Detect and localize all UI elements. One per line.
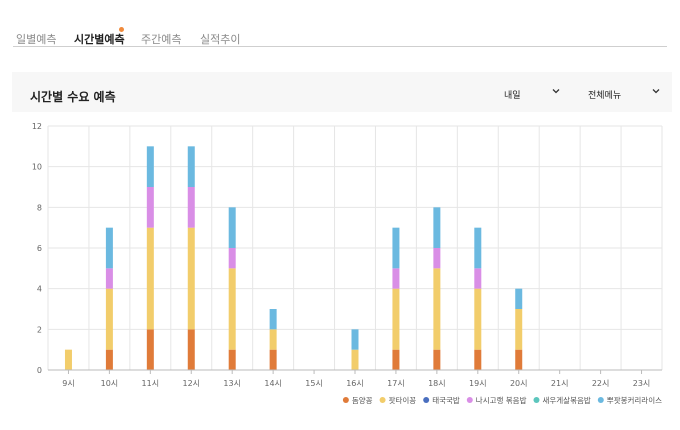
bar-segment (515, 349, 523, 370)
x-tick-label: 14시 (264, 379, 282, 388)
bar-segment (515, 288, 523, 309)
bar-segment (146, 146, 154, 187)
x-tick-label: 15시 (305, 379, 323, 388)
x-tick-label: 18시 (428, 379, 446, 388)
day-select[interactable]: 내일 (500, 84, 566, 104)
y-tick-label: 10 (32, 163, 42, 172)
bar-segment (474, 349, 482, 370)
x-tick-label: 16시 (346, 379, 364, 388)
bar-segment (187, 187, 195, 228)
tab-hourly-forecast[interactable]: 시간별예측 (74, 33, 125, 46)
bar-segment (474, 268, 482, 289)
forecast-card: 시간별 수요 예측 내일 전체메뉴 (12, 72, 672, 422)
bar-segment (228, 248, 236, 269)
x-tick-label: 19시 (469, 379, 487, 388)
tab-performance-trend[interactable]: 실적추이 (200, 33, 241, 46)
y-tick-label: 6 (37, 244, 42, 253)
bar-segment (228, 268, 236, 350)
x-tick-label: 9시 (62, 379, 74, 388)
day-select-value: 내일 (504, 91, 521, 101)
bar-segment (351, 349, 359, 370)
bar-segment (392, 288, 400, 350)
legend-marker (597, 397, 604, 403)
bar-segment (515, 309, 523, 350)
x-tick-label: 11시 (142, 379, 160, 388)
bar-segment (187, 146, 195, 187)
bar-segment (228, 207, 236, 248)
bar-segment (105, 268, 113, 289)
bar-segment (433, 248, 441, 269)
menu-select-value: 전체메뉴 (588, 91, 622, 101)
legend-marker (342, 397, 349, 403)
x-tick-label: 10시 (101, 379, 119, 388)
legend-marker (533, 397, 540, 403)
legend-label: 팟타이꽁 (389, 395, 417, 405)
legend-label: 뿌팟봉커리라이스 (607, 395, 662, 405)
chevron-down-icon (552, 87, 560, 98)
bar-segment (64, 349, 72, 370)
bar-segment (105, 227, 113, 269)
notification-dot (119, 27, 124, 32)
x-tick-label: 22시 (592, 379, 610, 388)
card-header: 시간별 수요 예측 내일 전체메뉴 (12, 72, 672, 112)
bar-segment (433, 268, 441, 350)
bar-segment (146, 227, 154, 330)
bar-segment (433, 207, 441, 248)
chevron-down-icon (652, 87, 660, 98)
bar-segment (187, 227, 195, 330)
y-tick-label: 4 (37, 285, 42, 294)
x-tick-label: 13시 (223, 379, 241, 388)
legend-marker (423, 397, 430, 403)
legend-label: 나시고랭 볶음밥 (476, 395, 527, 405)
card-title: 시간별 수요 예측 (30, 90, 116, 104)
x-tick-label: 20시 (510, 379, 528, 388)
legend-marker (379, 397, 386, 403)
hourly-demand-chart: 0 2 4 6 8 10 12 9시 10시 11시 12시 13시 14시 15시 16시 17시 18시 19… (32, 122, 663, 405)
y-tick-label: 8 (37, 203, 42, 212)
x-tick-label: 17시 (387, 379, 405, 388)
bar-segment (146, 187, 154, 228)
legend-label: 새우게살볶음밥 (542, 395, 590, 405)
x-tick-label: 21시 (551, 379, 569, 388)
tab-daily-forecast[interactable]: 일별예측 (16, 33, 57, 46)
bar-segment (187, 329, 195, 370)
tab-weekly-forecast[interactable]: 주간예측 (141, 33, 182, 46)
bar-segment (392, 268, 400, 289)
bar-segment (105, 349, 113, 370)
bar-segment (392, 227, 400, 269)
bar-segment (269, 309, 277, 330)
x-tick-label: 23시 (633, 379, 651, 388)
y-tick-label: 12 (32, 122, 42, 131)
menu-select[interactable]: 전체메뉴 (584, 84, 666, 104)
bar-segment (351, 329, 359, 350)
bar-segment (228, 349, 236, 370)
y-tick-label: 0 (37, 366, 42, 375)
bar-segment (146, 329, 154, 370)
bar-segment (105, 288, 113, 350)
bar-segment (392, 349, 400, 370)
tab-divider (13, 46, 667, 47)
bar-segment (433, 349, 441, 370)
x-tick-label: 12시 (182, 379, 200, 388)
y-tick-label: 2 (37, 325, 42, 334)
bar-segment (474, 288, 482, 350)
bar-segment (269, 349, 277, 370)
legend-marker (466, 397, 473, 403)
legend-label: 태국국밥 (432, 396, 460, 405)
legend-label: 돔양꽁 (352, 396, 373, 405)
bar-segment (474, 227, 482, 269)
tab-bar: 일별예측 시간별예측 주간예측 실적추이 (0, 0, 680, 48)
bar-segment (269, 329, 277, 350)
